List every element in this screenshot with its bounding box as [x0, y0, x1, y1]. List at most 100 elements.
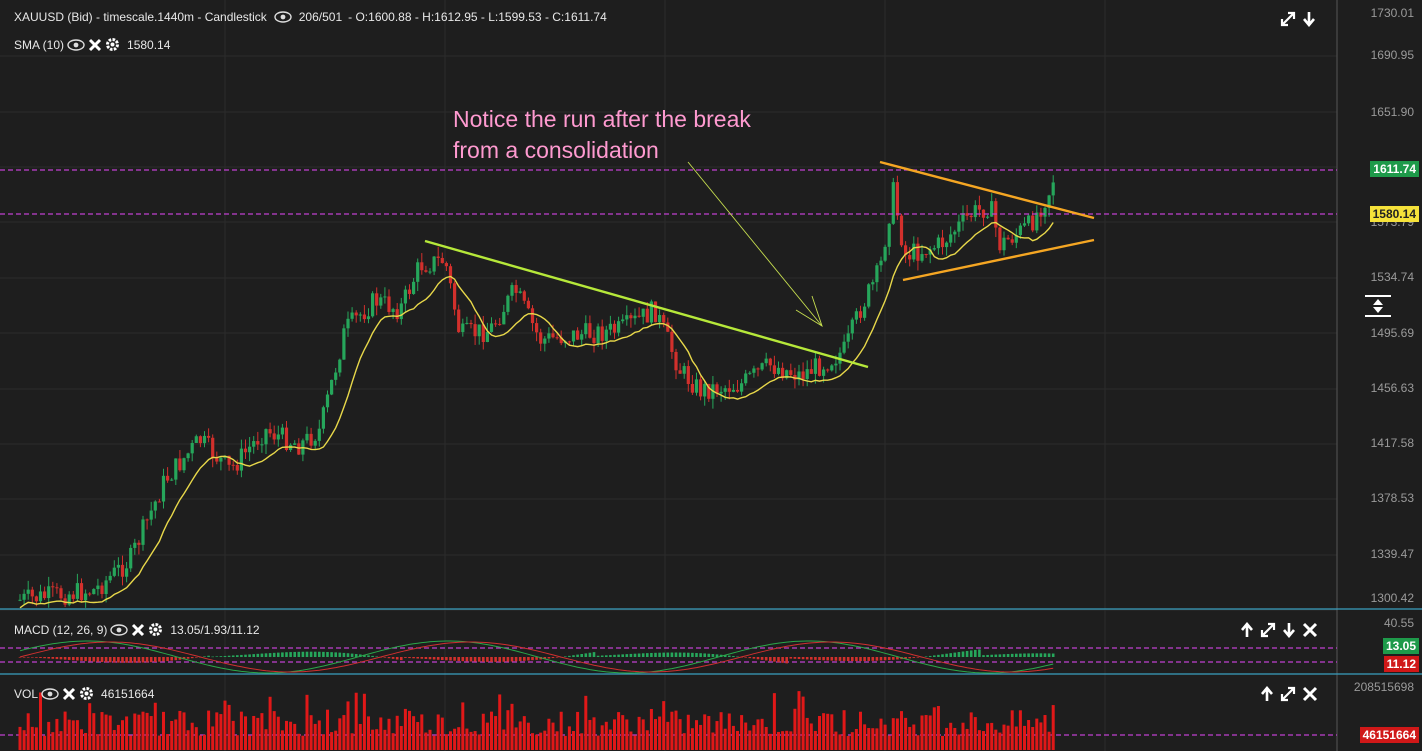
volume-bar — [453, 728, 457, 750]
volume-bar — [289, 721, 293, 750]
macd-histogram-bar — [166, 657, 169, 662]
macd-histogram-bar — [543, 657, 547, 659]
macd-histogram-bar — [174, 657, 178, 661]
volume-bar — [100, 712, 104, 750]
volume-bar — [695, 720, 698, 750]
eye-icon[interactable] — [110, 623, 129, 636]
eye-icon[interactable] — [41, 687, 59, 700]
candle-body — [920, 254, 924, 261]
candle-body — [588, 323, 592, 338]
macd-axis-top: 40.55 — [1383, 616, 1414, 630]
volume-bar — [559, 711, 563, 750]
eye-icon[interactable] — [67, 38, 85, 51]
volume-bar — [908, 726, 912, 750]
volume-bar — [625, 719, 629, 750]
macd-histogram-bar — [789, 657, 793, 659]
candle-body — [293, 443, 297, 445]
volume-bar — [342, 715, 346, 750]
candle-body — [506, 295, 510, 312]
macd-histogram-bar — [354, 653, 358, 657]
macd-histogram-bar — [72, 657, 75, 661]
volume-bar — [34, 727, 38, 750]
close-icon[interactable] — [62, 687, 76, 701]
volume-bar — [990, 722, 994, 750]
macd-label: MACD (12, 26, 9) — [14, 622, 108, 637]
candle-body — [170, 479, 174, 481]
expand-icon[interactable] — [1280, 11, 1296, 27]
arrow-down-icon[interactable] — [1302, 11, 1316, 27]
candle-body — [678, 370, 682, 374]
arrow-down-icon[interactable] — [1282, 622, 1296, 638]
macd-histogram-bar — [47, 657, 50, 659]
volume-bar — [941, 735, 944, 750]
macd-histogram-bar — [863, 657, 866, 662]
macd-histogram-bar — [523, 657, 526, 661]
macd-histogram-bar — [420, 657, 424, 659]
close-icon[interactable] — [1302, 622, 1318, 638]
volume-bar — [502, 729, 506, 750]
macd-histogram-bar — [662, 652, 665, 657]
volume-bar — [658, 716, 662, 750]
macd-histogram-bar — [186, 657, 190, 659]
macd-tag-red: 11.12 — [1383, 656, 1419, 672]
macd-histogram-bar — [141, 657, 145, 663]
candle-body — [38, 591, 43, 602]
candle-body — [555, 337, 559, 339]
candle-body — [297, 443, 301, 455]
candle-body — [518, 291, 522, 293]
candle-body — [432, 256, 436, 272]
eye-icon[interactable] — [274, 11, 292, 23]
macd-histogram-bar — [80, 657, 83, 661]
expand-icon[interactable] — [1260, 622, 1276, 638]
volume-bar — [153, 702, 157, 750]
candle-body — [584, 323, 588, 335]
macd-histogram-bar — [215, 656, 219, 657]
candle-body — [1039, 212, 1043, 217]
candle-body — [1010, 239, 1014, 243]
expand-icon[interactable] — [1280, 686, 1296, 702]
macd-histogram-bar — [121, 657, 124, 663]
chart-header: XAUUSD (Bid) - timescale.1440m - Candles… — [14, 10, 607, 24]
macd-histogram-bar — [760, 657, 764, 660]
macd-histogram-bar — [441, 657, 444, 661]
volume-bar — [809, 723, 813, 750]
arrow-up-icon[interactable] — [1240, 622, 1254, 638]
close-icon[interactable] — [131, 623, 145, 637]
macd-histogram-bar — [84, 657, 87, 662]
macd-histogram-bar — [182, 657, 186, 660]
volume-bar — [244, 716, 247, 750]
arrow-up-icon[interactable] — [1260, 686, 1274, 702]
candle-body — [965, 213, 969, 216]
volume-bar — [756, 719, 760, 750]
volume-bar — [1023, 725, 1026, 750]
gear-icon[interactable] — [105, 37, 120, 52]
candle-body — [776, 367, 781, 374]
candle-body — [407, 289, 412, 294]
volume-bar — [239, 711, 243, 750]
volume-bar — [1006, 725, 1010, 750]
volume-bar — [920, 715, 924, 750]
scroll-handle-icon[interactable] — [1364, 294, 1392, 323]
macd-histogram-bar — [92, 657, 96, 662]
macd-histogram-bar — [125, 657, 128, 663]
candle-body — [260, 444, 264, 446]
macd-histogram-bar — [350, 653, 354, 657]
candle-body — [571, 330, 576, 342]
volume-bar — [1047, 731, 1051, 750]
close-icon[interactable] — [1302, 686, 1318, 702]
volume-bar — [1043, 715, 1047, 750]
volume-bar — [121, 720, 124, 750]
volume-bar — [264, 729, 268, 750]
macd-histogram-bar — [969, 650, 973, 657]
candle-body — [243, 448, 248, 453]
macd-histogram-bar — [424, 657, 428, 660]
candle-body — [731, 389, 735, 392]
gear-icon[interactable] — [79, 686, 94, 701]
gear-icon[interactable] — [148, 622, 163, 637]
macd-histogram-bar — [371, 655, 374, 657]
close-icon[interactable] — [88, 38, 102, 52]
volume-bar — [170, 720, 174, 750]
volume-bar — [682, 733, 686, 750]
volume-bar — [637, 716, 641, 750]
